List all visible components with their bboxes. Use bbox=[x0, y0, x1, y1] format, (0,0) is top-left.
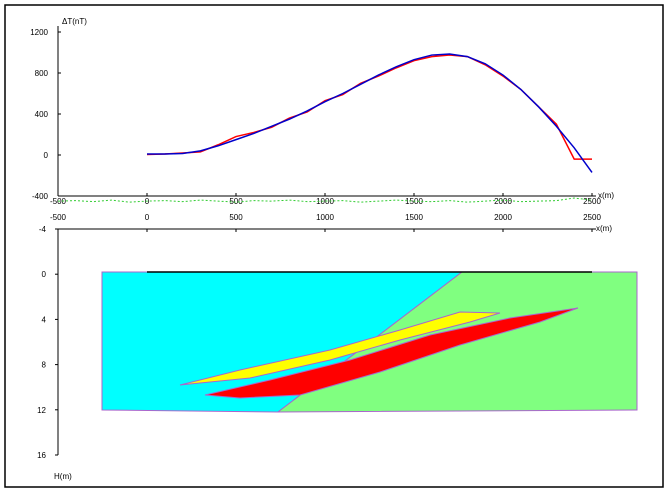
data-line bbox=[146, 54, 592, 160]
y-axis-title: ΔT(nT) bbox=[62, 17, 87, 26]
x-tick-label: 2000 bbox=[494, 197, 512, 206]
x-tick-label: 2500 bbox=[583, 197, 601, 206]
x-tick-label: 2500 bbox=[583, 213, 601, 222]
y-tick-label: -4 bbox=[39, 225, 47, 234]
y-tick-label: 16 bbox=[37, 451, 46, 460]
x-axis-title: x(m) bbox=[596, 224, 612, 233]
y-tick-label: 400 bbox=[35, 110, 49, 119]
y-tick-label: 800 bbox=[35, 69, 49, 78]
y-tick-label: 12 bbox=[37, 406, 46, 415]
y-tick-label: 4 bbox=[42, 315, 47, 324]
data-line bbox=[147, 53, 593, 173]
x-tick-label: 1000 bbox=[316, 213, 334, 222]
y-tick-label: -400 bbox=[32, 192, 49, 201]
x-tick-label: 0 bbox=[145, 213, 150, 222]
y-tick-label: 0 bbox=[44, 151, 49, 160]
x-tick-label: 500 bbox=[229, 197, 243, 206]
y-tick-label: 1200 bbox=[30, 28, 48, 37]
x-tick-label: 2000 bbox=[494, 213, 512, 222]
x-axis-title: x(m) bbox=[598, 191, 614, 200]
frame bbox=[4, 4, 664, 488]
x-tick-label: 1500 bbox=[405, 213, 423, 222]
x-tick-label: -500 bbox=[50, 213, 67, 222]
body-yellow bbox=[179, 311, 501, 386]
y-axis-title: H(m) bbox=[54, 472, 72, 481]
data-line bbox=[57, 197, 593, 203]
x-tick-label: 1000 bbox=[316, 197, 334, 206]
y-tick-label: 8 bbox=[42, 361, 47, 370]
y-tick-label: 0 bbox=[42, 270, 47, 279]
body-red bbox=[204, 307, 579, 399]
x-tick-label: 500 bbox=[229, 213, 243, 222]
